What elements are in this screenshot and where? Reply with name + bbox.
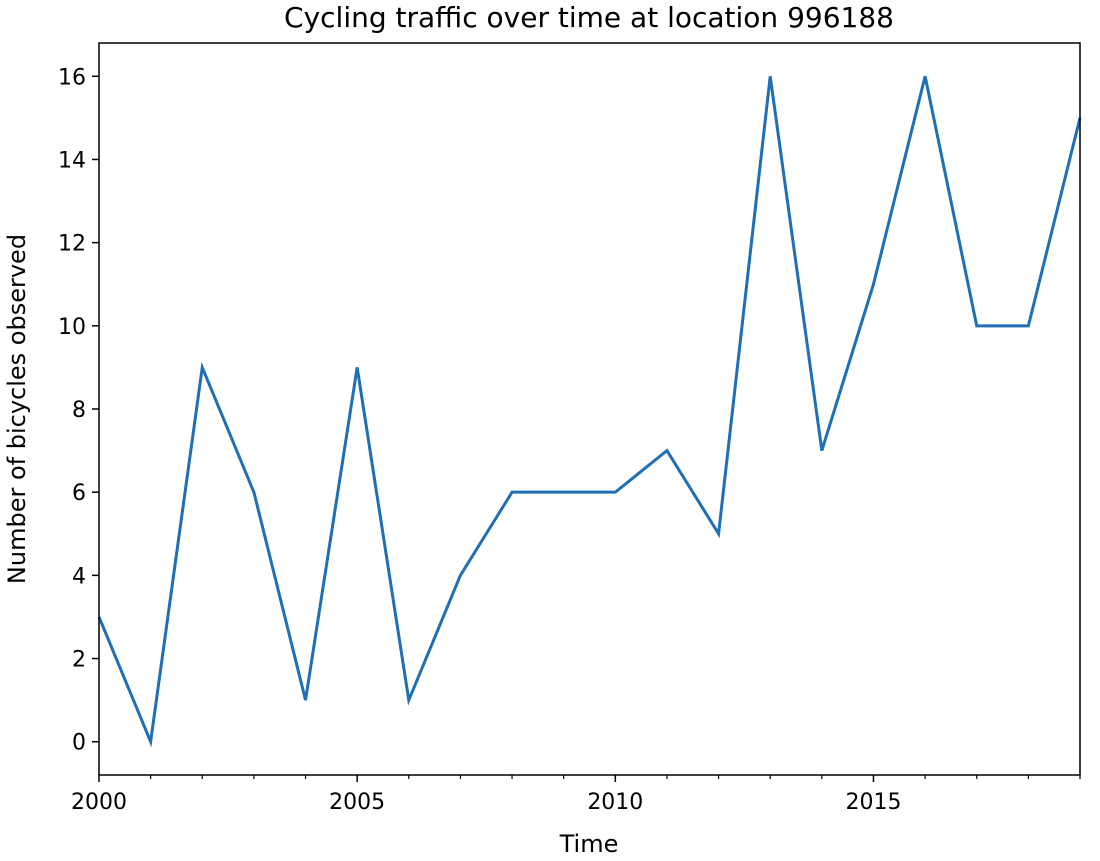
x-tick-label: 2005 [329,790,385,815]
plot-frame [98,42,1081,776]
series-line [97,75,1082,748]
x-tick-label: 2000 [71,790,127,815]
y-tick-label: 10 [58,315,86,340]
plot-area [97,75,1082,748]
x-axis-label: Time [559,830,619,858]
y-tick-label: 16 [58,65,86,90]
y-tick-label: 6 [72,481,86,506]
chart-title: Cycling traffic over time at location 99… [284,1,894,34]
x-tick-label: 2015 [845,790,901,815]
x-axis: 2000 2005 2010 2015 [71,775,1081,815]
y-axis-label: Number of bicycles observed [3,234,31,584]
y-axis: 0 2 4 6 8 10 12 14 16 [58,65,99,756]
y-tick-label: 12 [58,232,86,257]
y-tick-label: 8 [72,398,86,423]
y-tick-label: 0 [72,731,86,756]
y-tick-label: 4 [72,564,86,589]
y-tick-label: 14 [58,148,86,173]
y-tick-label: 2 [72,648,86,673]
x-tick-label: 2010 [587,790,643,815]
